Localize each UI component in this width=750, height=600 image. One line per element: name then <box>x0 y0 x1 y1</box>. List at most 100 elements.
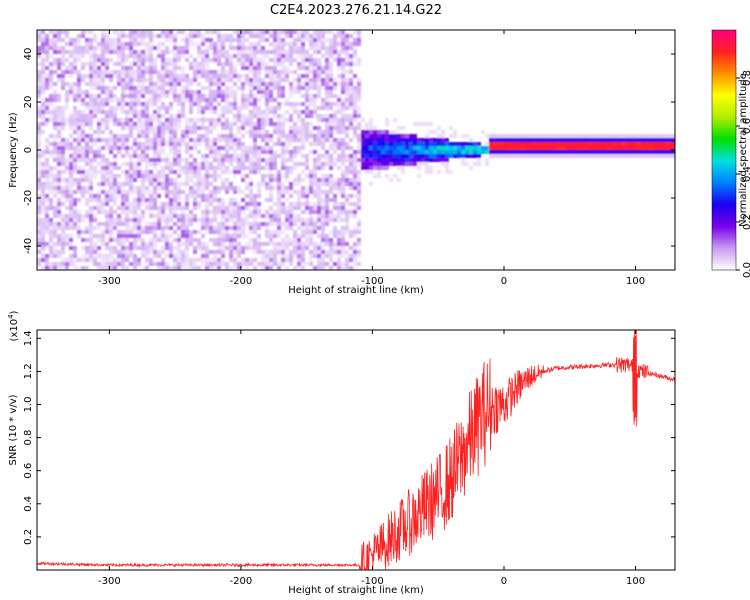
heatmap-cell <box>197 162 201 166</box>
heatmap-cell <box>49 222 53 226</box>
heatmap-cell <box>229 214 233 218</box>
heatmap-cell <box>337 142 341 146</box>
heatmap-cell <box>41 154 45 158</box>
heatmap-cell <box>229 130 233 134</box>
heatmap-cell <box>189 38 193 42</box>
heatmap-cell <box>305 74 309 78</box>
heatmap-cell <box>105 98 109 102</box>
heatmap-cell <box>321 118 325 122</box>
heatmap-cell <box>273 126 277 130</box>
heatmap-cell <box>65 214 69 218</box>
heatmap-cell <box>197 94 201 98</box>
heatmap-cell <box>53 42 57 46</box>
heatmap-cell <box>149 70 153 74</box>
heatmap-cell <box>109 70 113 74</box>
heatmap-cell <box>57 66 61 70</box>
colorbar-step <box>712 150 736 153</box>
heatmap-cell <box>129 54 133 58</box>
heatmap-cell <box>317 222 321 226</box>
heatmap-cell <box>129 178 133 182</box>
colorbar-step <box>712 134 736 137</box>
heatmap-cell <box>353 54 357 58</box>
heatmap-cell <box>545 138 549 142</box>
heatmap-cell <box>289 186 293 190</box>
heatmap-cell <box>273 110 277 114</box>
heatmap-cell <box>185 98 189 102</box>
heatmap-cell <box>265 242 269 246</box>
heatmap-cell <box>349 34 353 38</box>
heatmap-cell <box>277 178 281 182</box>
heatmap-cell <box>341 82 345 86</box>
heatmap-cell <box>273 42 277 46</box>
heatmap-cell <box>129 262 133 266</box>
heatmap-cell <box>325 70 329 74</box>
heatmap-cell <box>569 154 573 158</box>
heatmap-cell <box>209 194 213 198</box>
heatmap-cell <box>209 126 213 130</box>
heatmap-cell <box>93 194 97 198</box>
heatmap-cell <box>77 258 81 262</box>
heatmap-cell <box>49 182 53 186</box>
heatmap-cell <box>257 106 261 110</box>
heatmap-cell <box>241 46 245 50</box>
heatmap-cell <box>205 158 209 162</box>
heatmap-cell <box>245 54 249 58</box>
heatmap-cell <box>245 150 249 154</box>
heatmap-cell <box>289 134 293 138</box>
colorbar-step <box>712 226 736 229</box>
heatmap-cell <box>113 38 117 42</box>
heatmap-cell <box>353 170 357 174</box>
heatmap-cell <box>117 134 121 138</box>
heatmap-cell <box>181 30 185 34</box>
heatmap-cell <box>217 122 221 126</box>
heatmap-cell <box>101 206 105 210</box>
heatmap-cell <box>349 202 353 206</box>
heatmap-cell <box>617 134 621 138</box>
heatmap-cell <box>61 230 65 234</box>
heatmap-cell <box>117 78 121 82</box>
heatmap-cell <box>445 146 449 150</box>
heatmap-cell <box>325 74 329 78</box>
heatmap-cell <box>257 78 261 82</box>
heatmap-cell <box>253 66 257 70</box>
heatmap-cell <box>249 42 253 46</box>
heatmap-cell <box>253 230 257 234</box>
heatmap-cell <box>41 170 45 174</box>
heatmap-cell <box>201 174 205 178</box>
heatmap-cell <box>101 262 105 266</box>
heatmap-cell <box>45 118 49 122</box>
heatmap-cell <box>125 226 129 230</box>
heatmap-cell <box>53 82 57 86</box>
heatmap-cell <box>217 62 221 66</box>
heatmap-cell <box>257 42 261 46</box>
heatmap-cell <box>669 138 673 142</box>
heatmap-cell <box>105 142 109 146</box>
heatmap-cell <box>261 150 265 154</box>
heatmap-cell <box>353 206 357 210</box>
heatmap-cell <box>221 42 225 46</box>
heatmap-cell <box>193 94 197 98</box>
heatmap-cell <box>533 150 537 154</box>
heatmap-cell <box>85 174 89 178</box>
heatmap-cell <box>425 166 429 170</box>
heatmap-cell <box>277 182 281 186</box>
heatmap-cell <box>165 74 169 78</box>
heatmap-cell <box>165 142 169 146</box>
heatmap-cell <box>341 142 345 146</box>
heatmap-cell <box>97 118 101 122</box>
heatmap-cell <box>193 30 197 34</box>
heatmap-cell <box>321 254 325 258</box>
heatmap-cell <box>325 134 329 138</box>
heatmap-cell <box>69 54 73 58</box>
heatmap-cell <box>189 170 193 174</box>
heatmap-cell <box>281 250 285 254</box>
heatmap-cell <box>137 218 141 222</box>
heatmap-cell <box>61 142 65 146</box>
heatmap-cell <box>337 242 341 246</box>
heatmap-cell <box>173 118 177 122</box>
heatmap-cell <box>425 150 429 154</box>
heatmap-cell <box>301 38 305 42</box>
heatmap-cell <box>409 162 413 166</box>
heatmap-cell <box>133 214 137 218</box>
heatmap-cell <box>61 50 65 54</box>
